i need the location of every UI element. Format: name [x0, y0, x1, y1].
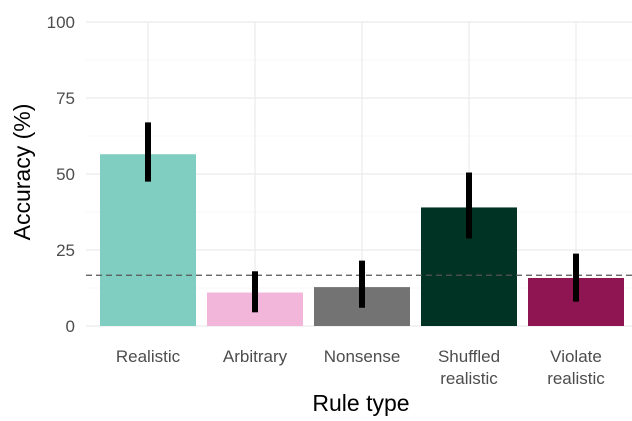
- x-tick-label: realistic: [440, 369, 498, 388]
- x-tick-label: Violate: [550, 347, 602, 366]
- x-tick-label: Arbitrary: [223, 347, 288, 366]
- x-tick-label: Shuffled: [438, 347, 500, 366]
- x-tick-label: Nonsense: [324, 347, 401, 366]
- y-tick-label: 75: [56, 89, 75, 108]
- x-tick-label: Realistic: [116, 347, 181, 366]
- y-tick-label: 0: [66, 317, 75, 336]
- x-axis-title: Rule type: [312, 390, 409, 416]
- error-bars: [145, 122, 579, 313]
- y-tick-labels: 0 25 50 75 100: [47, 13, 75, 336]
- y-tick-label: 25: [56, 241, 75, 260]
- x-tick-label: realistic: [547, 369, 605, 388]
- y-tick-label: 100: [47, 13, 75, 32]
- bars: [100, 154, 624, 326]
- y-tick-label: 50: [56, 165, 75, 184]
- bar-0: [100, 154, 196, 326]
- y-axis-title: Accuracy (%): [9, 104, 35, 241]
- x-tick-labels: Realistic Arbitrary Nonsense Shuffled realis…: [116, 347, 605, 388]
